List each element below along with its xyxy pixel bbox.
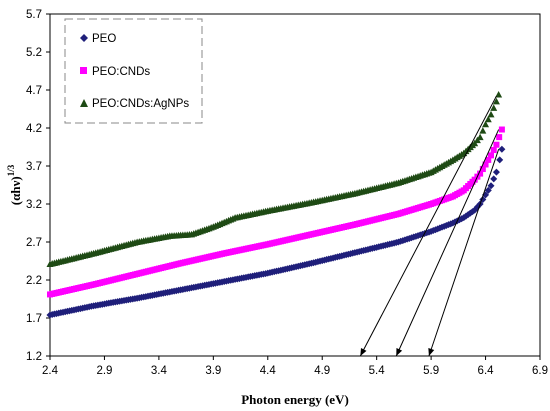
data-point — [485, 156, 492, 163]
y-tick-label: 2.7 — [26, 237, 42, 249]
series-peo-cnds-agnps — [46, 91, 503, 268]
fit-line-arrowhead — [428, 348, 435, 356]
data-point — [482, 161, 489, 168]
data-point — [488, 152, 494, 159]
legend-marker-peo — [80, 34, 88, 42]
x-tick-label: 6.4 — [478, 365, 495, 377]
y-tick-label: 4.2 — [26, 123, 42, 135]
series-peo — [46, 145, 506, 319]
data-point — [495, 91, 503, 98]
fit-line — [359, 95, 497, 357]
y-axis-title-exponent: 1/3 — [6, 164, 16, 176]
legend-label-peo-cnds-agnps: PEO:CNDs:AgNPs — [92, 98, 189, 110]
y-tick-label: 2.2 — [26, 275, 42, 287]
data-point — [484, 115, 492, 123]
data-point — [476, 133, 484, 141]
series-peo-cnds — [47, 126, 505, 298]
y-tick-label: 4.7 — [26, 85, 42, 97]
data-point — [477, 170, 484, 177]
y-axis-title: (αhν)1/3 — [6, 164, 23, 205]
y-tick-label: 3.7 — [26, 161, 42, 173]
y-tick-label: 3.2 — [26, 199, 42, 211]
x-tick-label: 2.9 — [96, 365, 112, 377]
x-tick-label: 6.9 — [532, 365, 548, 377]
y-tick-label: 5.2 — [26, 47, 42, 59]
legend-item-peo: PEO — [80, 33, 116, 45]
data-point — [492, 168, 500, 176]
y-axis-title-main: (αhν) — [8, 176, 23, 205]
data-point — [490, 104, 498, 111]
data-point — [490, 175, 498, 183]
legend-item-peo-cnds: PEO:CNDs — [80, 66, 150, 78]
x-tick-label: 3.9 — [205, 365, 221, 377]
x-tick-label: 3.4 — [151, 365, 168, 377]
data-point — [479, 166, 486, 173]
x-tick-label: 5.4 — [369, 365, 386, 377]
data-point — [490, 147, 497, 154]
legend-marker-peo-cnds-agnps — [80, 99, 88, 107]
fit-lines — [359, 95, 500, 357]
y-axis: 1.2 1.7 2.2 2.7 3.2 3.7 4.2 4.7 5.2 5.7 — [26, 9, 50, 363]
fit-line — [395, 129, 500, 357]
x-tick-label: 2.4 — [42, 365, 59, 377]
legend-label-peo-cnds: PEO:CNDs — [92, 66, 150, 78]
data-point — [493, 141, 500, 148]
x-axis: 2.4 2.9 3.4 3.9 4.4 4.9 5.4 5.9 6.4 6.9 — [42, 356, 548, 377]
data-point — [492, 97, 500, 105]
x-tick-label: 5.9 — [423, 365, 439, 377]
legend-item-peo-cnds-agnps: PEO:CNDs:AgNPs — [80, 98, 189, 110]
data-point — [482, 120, 490, 128]
data-point — [498, 145, 506, 153]
series-layer — [46, 91, 506, 319]
legend-box — [64, 18, 203, 124]
data-point — [484, 186, 492, 194]
legend: PEO PEO:CNDs PEO:CNDs:AgNPs — [64, 18, 203, 124]
data-point — [471, 176, 478, 183]
x-tick-label: 4.4 — [260, 365, 277, 377]
y-tick-label: 1.7 — [26, 313, 42, 325]
y-tick-label: 1.2 — [26, 351, 42, 363]
fit-line-arrowhead — [396, 348, 403, 356]
x-tick-label: 4.9 — [314, 365, 330, 377]
data-point — [487, 110, 495, 118]
data-point — [498, 126, 505, 133]
data-point — [479, 127, 487, 134]
y-tick-label: 5.7 — [26, 9, 42, 21]
legend-label-peo: PEO — [92, 33, 116, 45]
data-point — [496, 134, 503, 141]
fit-line — [428, 149, 500, 357]
data-point — [487, 182, 495, 190]
legend-marker-peo-cnds — [80, 67, 87, 74]
data-point — [496, 156, 504, 164]
x-axis-title: Photon energy (eV) — [241, 392, 349, 407]
fit-line-arrowhead — [360, 348, 367, 356]
